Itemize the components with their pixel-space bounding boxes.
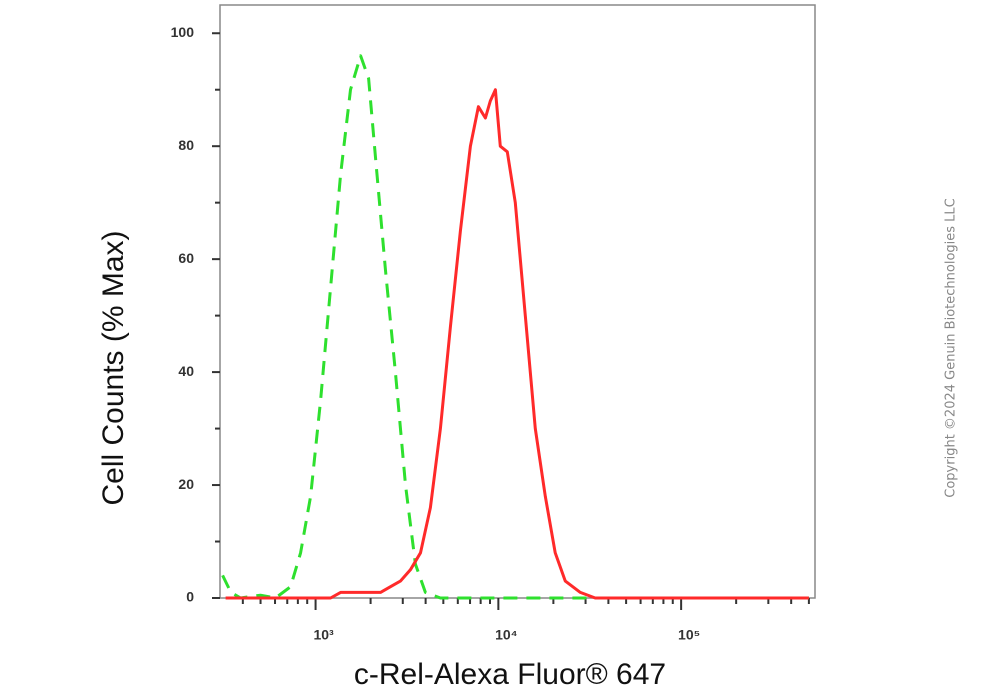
x-axis-label: c-Rel-Alexa Fluor® 647 (354, 658, 666, 691)
y-axis-label: Cell Counts (% Max) (97, 230, 130, 505)
copyright: Copyright ©2024 Genuin Biotechnologies L… (944, 198, 959, 497)
x-tick-label: 10⁴ (495, 627, 518, 643)
x-tick-label: 10³ (313, 627, 334, 643)
histogram-line (225, 88, 809, 600)
x-tick-label: 10⁵ (678, 627, 700, 643)
histogram-line (221, 54, 809, 600)
y-tick-label: 0 (186, 589, 194, 605)
plot-frame (219, 4, 816, 599)
y-tick-label: 40 (178, 363, 194, 379)
y-tick-label: 20 (178, 476, 194, 492)
y-tick-label: 100 (171, 24, 195, 40)
y-tick-label: 80 (178, 137, 194, 153)
y-tick-label: 60 (178, 250, 194, 266)
